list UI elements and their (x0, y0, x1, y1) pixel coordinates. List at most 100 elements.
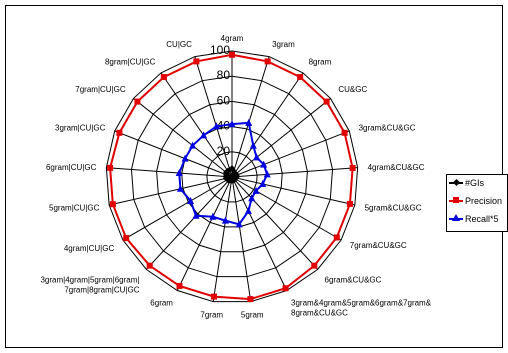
data-point-recall-5 (175, 169, 183, 177)
data-point-recall-5 (200, 131, 208, 139)
legend-item-recall: Recall*5 (448, 212, 508, 226)
data-point-recall-5 (228, 120, 236, 128)
data-point-precision (107, 164, 114, 171)
data-point-precision (333, 234, 340, 241)
legend-gis-marker (452, 178, 460, 186)
category-label: 3gram|CU|GC (55, 123, 106, 132)
data-point-recall-5 (187, 196, 195, 204)
data-point-recall-5 (245, 118, 253, 126)
data-point-recall-5 (221, 216, 229, 224)
series-line-precision (109, 53, 354, 301)
chart-area (5, 5, 503, 348)
grid-spoke (231, 176, 355, 206)
data-point-precision (349, 164, 356, 171)
category-label: 5gram&CU&GC (365, 203, 422, 212)
data-point-precision (229, 51, 235, 58)
radial-tick-label: 100 (210, 43, 230, 57)
legend-gis-label: #GIs (465, 178, 485, 188)
grid-spoke (145, 176, 233, 270)
data-point-recall-5 (189, 141, 197, 149)
grid-spoke (133, 98, 233, 178)
data-point-recall-5 (249, 141, 257, 149)
legend: #GIs Precision Recall*5 (446, 174, 508, 232)
data-point-recall-5 (253, 153, 261, 161)
category-label: 8gram (309, 58, 332, 67)
category-label: 7gram|CU|GC (75, 85, 126, 94)
grid-spoke (109, 176, 233, 206)
legend-item-gis: #GIs (448, 176, 508, 190)
category-label: 3gram (272, 40, 295, 49)
data-point-recall-5 (260, 160, 268, 168)
data-point-precision (210, 293, 217, 300)
grid-spoke (106, 167, 233, 178)
radial-tick-label: 80 (217, 68, 231, 82)
grid-spoke (231, 167, 358, 178)
grid-spoke (231, 176, 252, 302)
category-label: 7gram&CU&GC (350, 241, 407, 250)
grid-spoke (231, 176, 288, 291)
category-label: 6gram|CU|GC (46, 163, 97, 172)
data-point-precision (116, 129, 123, 136)
category-label: 7gram (200, 310, 223, 319)
category-label: 3gram&4gram&5gram&6gram&7gram& 8gram&CU&G… (291, 299, 432, 318)
data-point-precision (264, 58, 271, 65)
data-point-precision (297, 74, 304, 81)
category-label: 6gram&CU&GC (325, 276, 382, 285)
legend-recall-label: Recall*5 (465, 214, 499, 224)
grid-spoke (114, 130, 233, 178)
data-point-gis (226, 166, 233, 173)
grid-spoke (122, 176, 233, 241)
data-point-precision (323, 98, 330, 105)
category-label: 5gram (241, 310, 264, 319)
data-point-recall-5 (252, 186, 260, 194)
data-point-recall-5 (248, 194, 256, 202)
radial-tick-label: 20 (217, 144, 231, 158)
data-point-recall-5 (244, 207, 252, 215)
category-label: 4gram&CU&GC (368, 163, 425, 172)
category-label: 6gram (150, 299, 173, 308)
data-point-precision (134, 98, 141, 105)
data-point-precision (109, 201, 116, 208)
grid-spoke (231, 130, 350, 178)
data-point-precision (341, 129, 348, 136)
data-point-precision (346, 200, 353, 207)
legend-precision-marker (453, 197, 459, 203)
data-point-precision (146, 262, 153, 269)
data-point-recall-5 (259, 180, 267, 188)
grid-spoke (231, 72, 304, 178)
data-point-precision (282, 285, 289, 292)
data-point-precision (160, 74, 167, 81)
data-point-recall-5 (192, 211, 200, 219)
legend-item-precision: Precision (448, 194, 508, 208)
legend-recall-marker (452, 214, 460, 221)
category-label: CU&GC (338, 85, 367, 94)
grid-spoke (231, 56, 270, 178)
data-point-precision (311, 262, 318, 269)
data-point-precision (176, 282, 183, 289)
data-point-recall-5 (209, 212, 217, 220)
grid-spoke (231, 98, 331, 178)
category-label: CU|GC (166, 40, 192, 49)
radial-tick-label: 60 (217, 93, 231, 107)
category-label: 3gram&CU&GC (359, 123, 416, 132)
grid-ring (206, 151, 258, 203)
grid-ring (130, 75, 334, 278)
grid-spoke (160, 72, 233, 178)
category-label: 4gram (221, 34, 244, 43)
grid-spoke (231, 176, 342, 241)
data-point-precision (193, 58, 200, 65)
data-point-precision (123, 235, 130, 242)
category-label: 8gram|CU|GC (105, 58, 156, 67)
grid-spoke (212, 176, 233, 302)
category-label: 4gram|CU|GC (64, 244, 115, 253)
grid-ring (156, 100, 308, 253)
category-label: 5gram|CU|GC (49, 203, 100, 212)
legend-precision-label: Precision (465, 196, 503, 206)
category-label: 3gram|4gram|5gram|6gram| 7gram|8gram|CU|G… (40, 276, 139, 295)
grid-spoke (176, 176, 233, 291)
grid-ring (105, 50, 359, 303)
data-point-recall-5 (176, 184, 184, 192)
grid-spoke (231, 176, 319, 270)
series-line-recall-5 (178, 121, 269, 226)
